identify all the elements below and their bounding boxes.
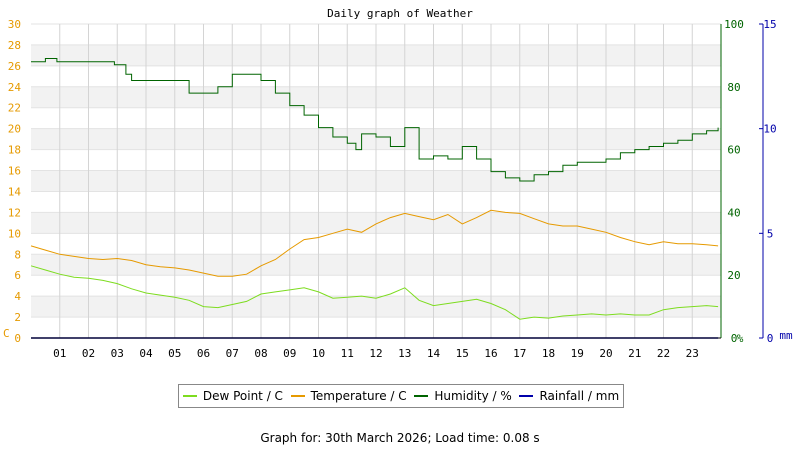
- right1-tick-label: 20: [727, 269, 740, 282]
- x-tick-label: 20: [599, 347, 612, 360]
- x-tick-label: 18: [542, 347, 555, 360]
- legend-label-humidity: Humidity / %: [434, 389, 512, 403]
- right1-tick-label: 60: [727, 144, 740, 157]
- legend-label-temperature: Temperature / C: [310, 389, 407, 403]
- right2-tick-label: 10: [763, 123, 776, 136]
- x-tick-label: 03: [111, 347, 124, 360]
- left-tick-label: 2: [14, 311, 21, 324]
- x-tick-label: 01: [53, 347, 66, 360]
- x-tick-label: 11: [341, 347, 354, 360]
- chart-title: Daily graph of Weather: [327, 7, 473, 20]
- right1-tick-label: 80: [727, 81, 740, 94]
- left-tick-label: 24: [8, 81, 22, 94]
- axes: [31, 23, 764, 339]
- x-tick-label: 21: [628, 347, 641, 360]
- left-tick-label: 20: [8, 123, 21, 136]
- x-tick-label: 02: [82, 347, 95, 360]
- left-tick-label: 10: [8, 227, 21, 240]
- left-tick-label: 28: [8, 39, 21, 52]
- x-tick-label: 19: [571, 347, 584, 360]
- x-tick-label: 05: [168, 347, 181, 360]
- vertical-gridlines: [59, 24, 693, 338]
- left-tick-label: 12: [8, 206, 21, 219]
- series-line-1: [30, 209, 719, 277]
- left-tick-label: 30: [8, 18, 21, 31]
- left-tick-label: 0: [14, 332, 21, 345]
- legend-label-rainfall: Rainfall / mm: [539, 389, 620, 403]
- x-tick-label: 22: [657, 347, 670, 360]
- right2-tick-label: 0: [767, 332, 774, 345]
- x-tick-label: 04: [139, 347, 153, 360]
- left-tick-label: 14: [8, 185, 22, 198]
- left-tick-label: 26: [8, 60, 21, 73]
- series-line-0: [30, 265, 719, 320]
- right1-axis-unit: %: [737, 332, 744, 345]
- legend-swatch-dew-point: [182, 395, 197, 397]
- right1-tick-label: 100: [724, 18, 744, 31]
- footer-text: Graph for: 30th March 2026; Load time: 0…: [260, 431, 540, 445]
- x-tick-label: 08: [254, 347, 267, 360]
- x-tick-label: 06: [197, 347, 210, 360]
- x-tick-label: 10: [312, 347, 325, 360]
- left-tick-label: 18: [8, 144, 21, 157]
- right1-tick-label: 0: [731, 332, 738, 345]
- x-tick-label: 13: [398, 347, 411, 360]
- x-tick-label: 14: [427, 347, 441, 360]
- x-tick-label: 16: [484, 347, 497, 360]
- left-tick-label: 22: [8, 102, 21, 115]
- legend-swatch-humidity: [414, 395, 429, 397]
- legend-swatch-temperature: [290, 395, 305, 397]
- left-tick-label: 16: [8, 165, 21, 178]
- right2-axis-unit: mm: [779, 329, 793, 342]
- legend-item-rainfall: Rainfall / mm: [519, 389, 619, 403]
- left-tick-label: 4: [14, 290, 21, 303]
- right2-tick-label: 5: [767, 227, 774, 240]
- x-tick-label: 17: [513, 347, 526, 360]
- left-axis-unit: C: [3, 327, 10, 340]
- series-line-2: [31, 58, 719, 182]
- x-tick-label: 23: [686, 347, 699, 360]
- left-tick-label: 8: [14, 248, 21, 261]
- right2-tick-label: 15: [763, 18, 776, 31]
- x-tick-label: 07: [226, 347, 239, 360]
- legend-item-dew-point: Dew Point / C: [182, 389, 283, 403]
- x-tick-label: 09: [283, 347, 296, 360]
- tick-labels: 01 02 03 04 05 06 07 08 09 10 11 12 13 14 15 16 17 18 19 20…: [3, 18, 793, 360]
- legend-label-dew-point: Dew Point / C: [202, 389, 283, 403]
- right1-tick-label: 40: [727, 206, 740, 219]
- legend-item-humidity: Humidity / %: [414, 389, 512, 403]
- left-tick-label: 6: [14, 269, 21, 282]
- legend-item-temperature: Temperature / C: [290, 389, 407, 403]
- legend: Dew Point / C Temperature / C Humidity /…: [178, 384, 624, 408]
- legend-swatch-rainfall: [519, 395, 534, 397]
- x-tick-label: 12: [369, 347, 382, 360]
- x-tick-label: 15: [456, 347, 469, 360]
